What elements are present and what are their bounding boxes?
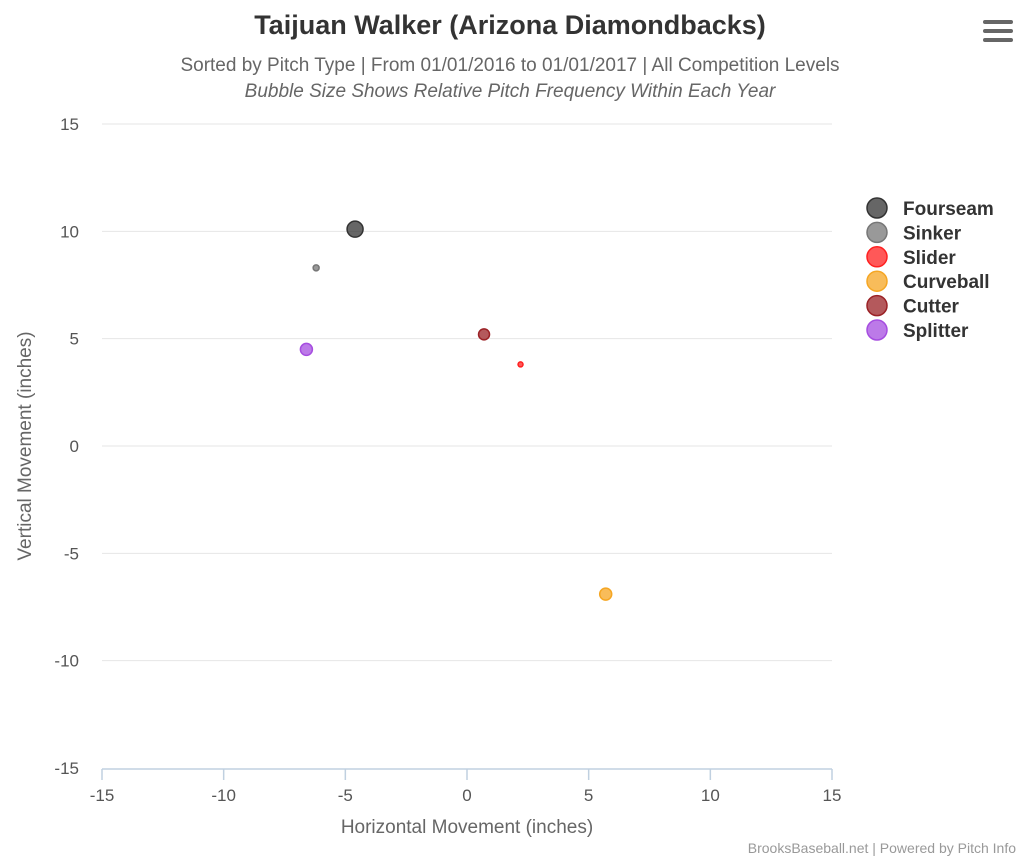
legend-marker: [866, 197, 888, 219]
legend-label: Slider: [903, 248, 956, 269]
legend-marker: [866, 294, 888, 317]
data-point-cutter[interactable]: [477, 328, 491, 341]
legend-label: Fourseam: [903, 199, 994, 220]
data-point-sinker[interactable]: [312, 264, 320, 272]
y-tick-label: 15: [60, 115, 79, 134]
x-tick-label: 10: [701, 786, 720, 805]
data-point-curveball[interactable]: [598, 587, 613, 601]
x-axis: -15 -10 -5 0 5 10 15: [90, 768, 842, 805]
y-axis-title: Vertical Movement (inches): [15, 331, 36, 560]
y-tick-label: -15: [54, 759, 79, 778]
chart-subtitle: Sorted by Pitch Type | From 01/01/2016 t…: [180, 55, 839, 76]
legend-item-cutter[interactable]: Cutter: [866, 294, 960, 318]
data-point-slider[interactable]: [517, 361, 524, 368]
chart-subtitle-note: Bubble Size Shows Relative Pitch Frequen…: [245, 81, 776, 102]
x-tick-label: -15: [90, 786, 115, 805]
legend-item-slider[interactable]: Slider: [866, 246, 956, 269]
legend-item-splitter[interactable]: Splitter: [866, 319, 969, 342]
legend-item-fourseam[interactable]: Fourseam: [866, 197, 994, 220]
y-axis-ticks: 15 10 5 0 -5 -10 -15: [54, 115, 79, 778]
data-point-fourseam[interactable]: [346, 220, 364, 238]
data-point-splitter[interactable]: [299, 342, 314, 357]
y-tick-label: -5: [64, 544, 79, 563]
legend-item-sinker[interactable]: Sinker: [866, 221, 962, 244]
y-tick-label: 5: [70, 330, 79, 349]
x-tick-label: -10: [211, 786, 236, 805]
y-tick-label: -10: [54, 652, 79, 671]
y-tick-label: 10: [60, 222, 79, 241]
x-tick-label: 0: [462, 786, 471, 805]
data-points: [299, 220, 613, 601]
hamburger-menu-icon[interactable]: [983, 20, 1013, 42]
legend-label: Cutter: [903, 297, 960, 318]
legend-marker: [866, 221, 888, 244]
x-tick-label: -5: [338, 786, 353, 805]
legend-marker: [866, 319, 888, 341]
legend-marker: [866, 270, 888, 292]
y-tick-label: 0: [70, 437, 79, 456]
legend-marker: [866, 246, 888, 268]
legend-label: Curveball: [903, 272, 990, 293]
legend-label: Sinker: [903, 223, 962, 244]
chart-title: Taijuan Walker (Arizona Diamondbacks): [254, 10, 766, 40]
x-axis-title: Horizontal Movement (inches): [341, 817, 593, 838]
legend: Fourseam Sinker Slider Curveball Cutter Split…: [866, 197, 994, 342]
legend-item-curveball[interactable]: Curveball: [866, 270, 990, 293]
grid-lines: [102, 123, 832, 662]
credits[interactable]: BrooksBaseball.net | Powered by Pitch In…: [748, 840, 1016, 856]
legend-label: Splitter: [903, 321, 969, 342]
x-tick-label: 15: [823, 786, 842, 805]
x-tick-label: 5: [584, 786, 593, 805]
